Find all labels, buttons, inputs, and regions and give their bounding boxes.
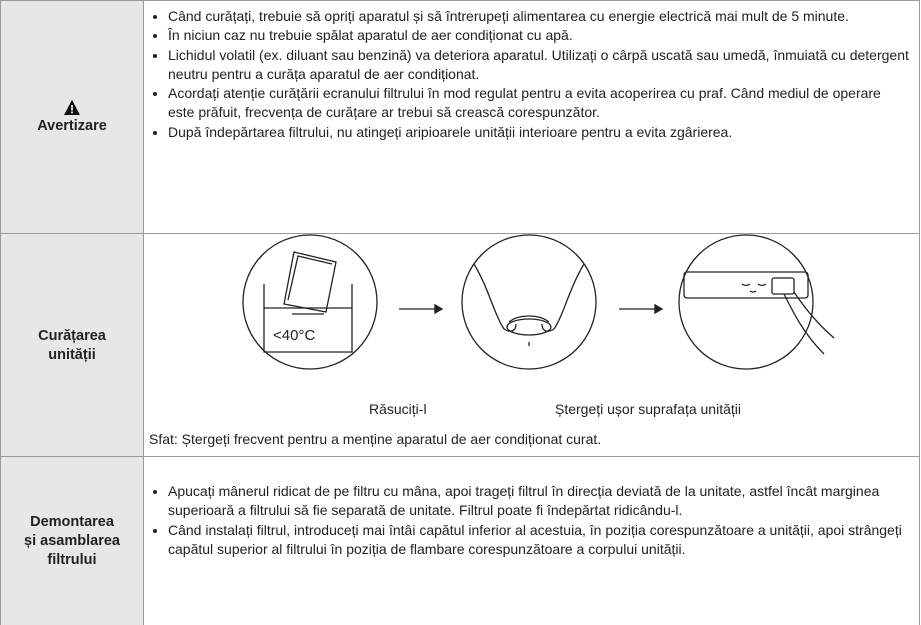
- row-header: Avertizare: [1, 1, 144, 234]
- row-body: Apucați mânerul ridicat de pe filtru cu …: [144, 457, 919, 625]
- header-text: Avertizare: [37, 117, 107, 134]
- row-header: Curățarea unității: [1, 234, 144, 457]
- bullet: După îndepărtarea filtrului, nu atingeți…: [168, 123, 911, 142]
- row-header: Demontarea și asamblarea filtrului: [1, 457, 144, 625]
- bullet: Când instalați filtrul, introduceți mai …: [168, 521, 911, 560]
- bullet: În niciun caz nu trebuie spălat aparatul…: [168, 26, 911, 45]
- temperature-label: <40°C: [273, 327, 315, 344]
- header-text: Curățarea unității: [38, 327, 106, 363]
- caption: Ștergeți ușor suprafața unității: [555, 401, 741, 417]
- row-body: Când curățați, trebuie să opriți aparatu…: [144, 1, 919, 234]
- bullet: Când curățați, trebuie să opriți aparatu…: [168, 7, 911, 26]
- bullet-list: Apucați mânerul ridicat de pe filtru cu …: [144, 482, 919, 559]
- header-text: Demontarea și asamblarea filtrului: [24, 513, 120, 568]
- warning-icon: [64, 99, 80, 115]
- cleaning-row: Curățarea unității: [0, 233, 920, 457]
- bullet: Apucați mânerul ridicat de pe filtru cu …: [168, 482, 911, 521]
- caption: Răsuciți-l: [369, 401, 427, 417]
- warning-row: Avertizare Când curățați, trebuie să opr…: [0, 0, 920, 234]
- tip: Sfat: Ștergeți frecvent pentru a menține…: [149, 431, 602, 447]
- row-body: <40°C Răsuciți-l Ștergeți ușor suprafața…: [144, 234, 919, 457]
- bullet: Lichidul volatil (ex. diluant sau benzin…: [168, 46, 911, 85]
- filter-row: Demontarea și asamblarea filtrului Apuca…: [0, 456, 920, 625]
- illustration: <40°C: [242, 234, 835, 370]
- bullet-list: Când curățați, trebuie să opriți aparatu…: [144, 7, 919, 142]
- bullet: Acordați atenție curățării ecranului fil…: [168, 84, 911, 123]
